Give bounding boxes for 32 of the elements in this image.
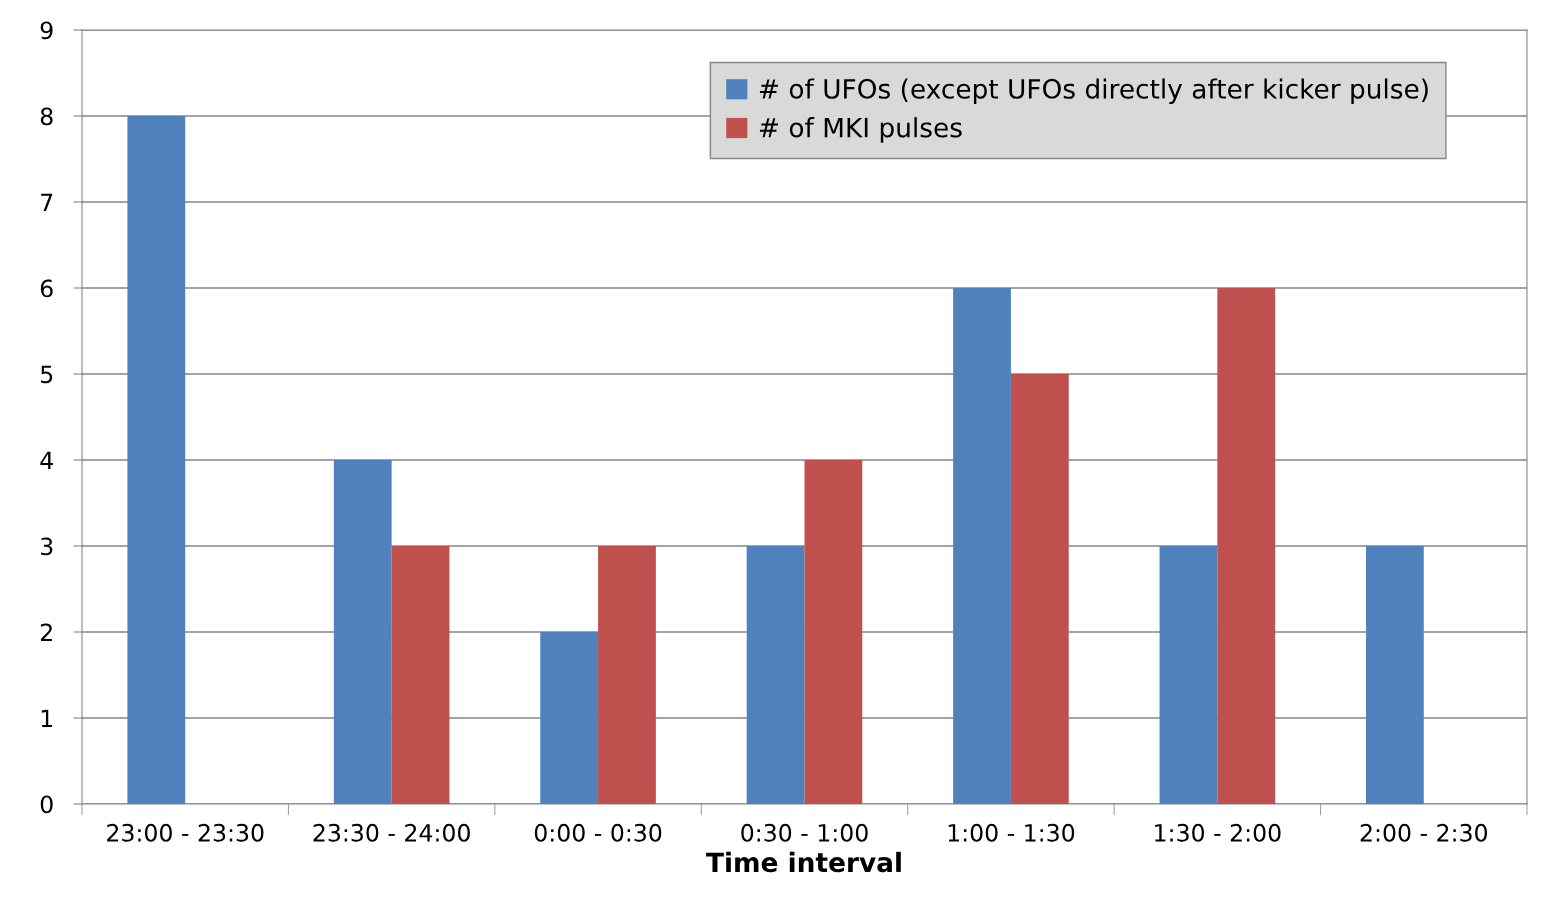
x-tick-label: 1:30 - 2:00: [1155, 823, 1281, 842]
bar: [1365, 546, 1424, 804]
bar: [953, 288, 1011, 804]
y-tick-label: 7: [41, 193, 53, 211]
bar: [746, 546, 805, 804]
legend-label: # of MKI pulses: [759, 117, 962, 143]
x-axis-title: Time interval: [706, 851, 901, 873]
x-tick-label: 0:30 - 1:00: [741, 823, 868, 842]
y-tick-label: 8: [40, 107, 53, 126]
y-tick-label: 6: [40, 279, 53, 298]
bar: [333, 460, 392, 804]
y-tick-label: 1: [41, 709, 53, 727]
legend-label: # of UFOs (except UFOs directly after kicker pulse): [759, 78, 1428, 104]
x-tick-label: 0:00 - 0:30: [534, 823, 662, 842]
bar: [1217, 288, 1276, 804]
bar: [598, 546, 656, 804]
bar: [804, 460, 863, 804]
y-tick-label: 2: [40, 623, 52, 641]
bar: [127, 116, 186, 804]
bar: [391, 546, 450, 804]
y-tick-label: 4: [40, 451, 53, 469]
y-tick-label: 5: [41, 365, 53, 384]
x-tick-label: 2:00 - 2:30: [1360, 823, 1488, 842]
bar: [1159, 546, 1218, 804]
bar: [1010, 374, 1069, 804]
y-tick-label: 0: [40, 795, 53, 814]
y-tick-label: 9: [40, 21, 53, 40]
x-tick-label: 1:00 - 1:30: [948, 823, 1075, 842]
bar: [540, 632, 599, 804]
x-tick-label: 23:30 - 24:00: [313, 823, 470, 842]
y-tick-label: 3: [41, 537, 53, 556]
x-tick-label: 23:00 - 23:30: [107, 823, 264, 842]
